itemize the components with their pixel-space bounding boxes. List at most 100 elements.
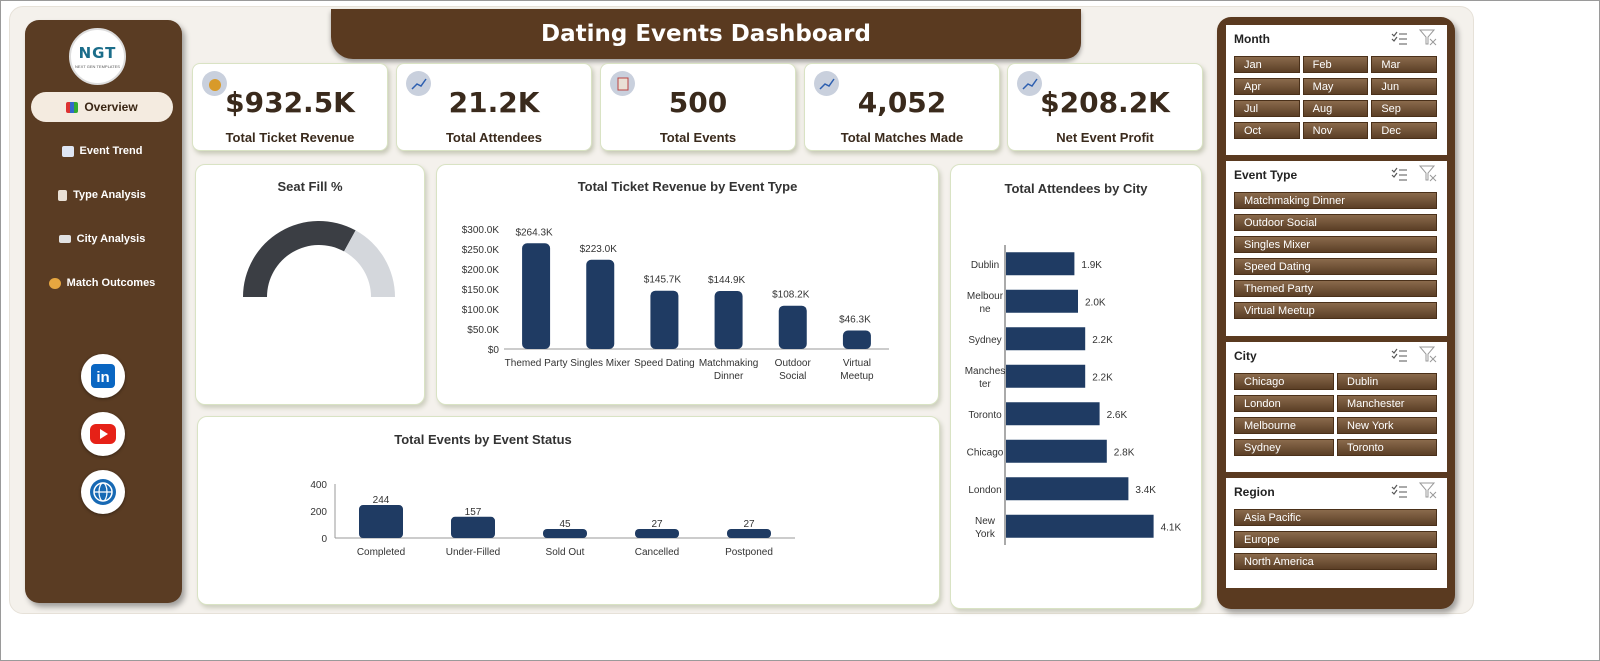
clear-filter-icon[interactable] [1419, 346, 1437, 363]
sidebar-item-event-trend[interactable]: Event Trend [31, 136, 173, 166]
x-tick-label: Meetup [840, 371, 874, 382]
data-label: $145.7K [644, 275, 682, 286]
youtube-button[interactable] [81, 412, 125, 456]
website-button[interactable] [81, 470, 125, 514]
slicer-option[interactable]: Feb [1302, 56, 1369, 73]
slicer-option[interactable]: Matchmaking Dinner [1234, 192, 1437, 209]
bar [451, 516, 495, 538]
data-label: 157 [465, 507, 482, 518]
seat-fill-gauge [243, 221, 395, 297]
clear-filter-icon[interactable] [1419, 29, 1437, 46]
slicer-option[interactable]: Jan [1234, 56, 1300, 73]
slicer-option[interactable]: Dublin [1337, 373, 1437, 390]
sidebar-item-overview[interactable]: Overview [31, 92, 173, 122]
slicer-option[interactable]: Aug [1302, 100, 1369, 117]
kpi-label: Total Events [659, 130, 737, 145]
y-tick-label: $150.0K [462, 285, 500, 296]
sidebar-item-label: Type Analysis [73, 189, 146, 201]
data-label: 3.4K [1135, 485, 1156, 496]
data-label: 2.6K [1107, 410, 1128, 421]
slicer-option[interactable]: Oct [1234, 122, 1300, 139]
sidebar-item-type-analysis[interactable]: Type Analysis [31, 180, 173, 210]
y-tick-label: $250.0K [462, 245, 500, 256]
slicer-option[interactable]: Toronto [1337, 439, 1437, 456]
sidebar-item-label: City Analysis [76, 233, 146, 245]
slicer-option[interactable]: Sep [1371, 100, 1437, 117]
bar [778, 305, 807, 349]
logo: NGT NEXT GEN TEMPLATES [69, 28, 126, 85]
data-label: 2.2K [1092, 335, 1113, 346]
slicer-city: City Chicago Dublin London Manchester Melbour… [1226, 342, 1447, 472]
slicer-option[interactable]: Jul [1234, 100, 1300, 117]
chart-title: Total Events by Event Status [394, 432, 572, 447]
bar [842, 330, 871, 349]
kpi-value: 500 [668, 86, 728, 119]
clear-filter-icon[interactable] [1419, 165, 1437, 182]
kpi-value: 21.2K [448, 86, 540, 119]
revenue-by-type-card: Total Ticket Revenue by Event Type $0 $50… [436, 164, 939, 405]
clipboard-icon [610, 71, 635, 96]
sidebar-item-label: Overview [84, 100, 138, 114]
data-label: 4.1K [1161, 522, 1182, 533]
data-label: 2.0K [1085, 297, 1106, 308]
slicer-option[interactable]: Sydney [1234, 439, 1334, 456]
slicer-option[interactable]: Outdoor Social [1234, 214, 1437, 231]
kpi-value: $208.2K [1040, 86, 1170, 119]
x-tick-label: Singles Mixer [570, 358, 631, 369]
trend-chart-icon [61, 145, 74, 157]
slicer-event-type: Event Type Matchmaking Dinner Outdoor Soci… [1226, 161, 1447, 336]
kpi-card-matches: 4,052 Total Matches Made [804, 63, 1000, 151]
chart-title: Seat Fill % [277, 179, 343, 194]
x-tick-label: Virtual [843, 358, 871, 369]
attendees-by-city-chart: 1.9K Dublin 2.0K Melbour ne 2.2K Sydney 2.2K Man… [965, 245, 1182, 545]
slicer-option[interactable]: New York [1337, 417, 1437, 434]
slicer-option[interactable]: Jun [1371, 78, 1437, 95]
dashboard-header: Dating Events Dashboard [331, 9, 1081, 59]
x-tick-label: Matchmaking [699, 358, 758, 369]
sidebar-item-match-outcomes[interactable]: Match Outcomes [31, 268, 173, 298]
slicer-option[interactable]: Singles Mixer [1234, 236, 1437, 253]
kpi-card-attendees: 21.2K Total Attendees [396, 63, 592, 151]
data-label: 244 [373, 495, 390, 506]
sidebar-item-city-analysis[interactable]: City Analysis [31, 224, 173, 254]
slicer-option[interactable]: May [1302, 78, 1369, 95]
data-label: 2.2K [1092, 372, 1113, 383]
data-label: 27 [743, 519, 755, 530]
kpi-label: Total Attendees [445, 130, 543, 145]
x-tick-label: Completed [357, 547, 405, 558]
target-icon [48, 277, 61, 289]
slicer-option[interactable]: Themed Party [1234, 280, 1437, 297]
data-label: $144.9K [708, 275, 746, 286]
slicer-month: Month Jan Feb Mar Apr May Jun Jul Aug Sep Oct Nov De… [1226, 25, 1447, 155]
x-tick-label: Social [779, 371, 806, 382]
slicer-option[interactable]: London [1234, 395, 1334, 412]
x-tick-label: Sold Out [546, 547, 585, 558]
bar [714, 291, 743, 349]
multi-select-icon[interactable] [1391, 484, 1407, 498]
slicer-option[interactable]: Asia Pacific [1234, 509, 1437, 526]
slicer-option[interactable]: Apr [1234, 78, 1300, 95]
bar [1006, 402, 1100, 426]
slicer-option[interactable]: Dec [1371, 122, 1437, 139]
slicer-option[interactable]: Nov [1302, 122, 1369, 139]
y-tick-label: 0 [321, 534, 327, 545]
y-tick-label: ne [979, 304, 991, 315]
seat-fill-card: Seat Fill % [195, 164, 425, 405]
slicer-option[interactable]: Chicago [1234, 373, 1334, 390]
multi-select-icon[interactable] [1391, 31, 1407, 45]
clear-filter-icon[interactable] [1419, 482, 1437, 499]
slicer-option[interactable]: Virtual Meetup [1234, 302, 1437, 319]
slicer-option[interactable]: North America [1234, 553, 1437, 570]
y-tick-label: Dublin [971, 260, 999, 271]
slicer-option[interactable]: Melbourne [1234, 417, 1334, 434]
attendees-by-city-card: Total Attendees by City 1.9K Dublin 2.0K Me… [950, 164, 1202, 609]
multi-select-icon[interactable] [1391, 167, 1407, 181]
events-by-status-chart: 0 200 400 244 Completed 157 Under-Filled 45 Sold… [310, 480, 795, 558]
multi-select-icon[interactable] [1391, 348, 1407, 362]
slicer-option[interactable]: Speed Dating [1234, 258, 1437, 275]
slicer-option[interactable]: Mar [1371, 56, 1437, 73]
slicer-option[interactable]: Manchester [1337, 395, 1437, 412]
y-tick-label: 400 [310, 480, 327, 491]
linkedin-button[interactable]: in [81, 354, 125, 398]
slicer-option[interactable]: Europe [1234, 531, 1437, 548]
